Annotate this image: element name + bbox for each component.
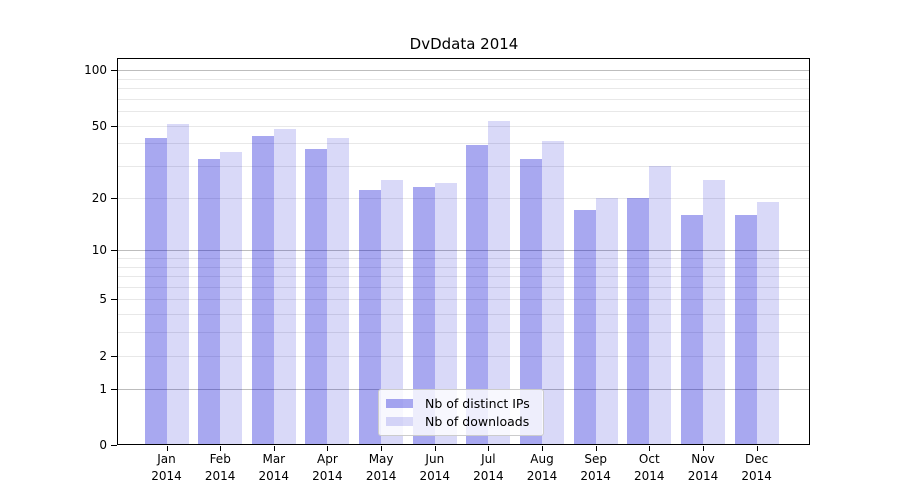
- gridline-minor-5: [118, 299, 810, 301]
- y-tick-label-50: 50: [91, 118, 107, 133]
- gridline-minor-3: [118, 332, 810, 334]
- y-tickmark-50: [111, 125, 117, 127]
- gridline-minor-40: [118, 143, 810, 145]
- x-tickmark-apr: [327, 446, 329, 451]
- bar-nb-of-distinct-ips-nov: [681, 214, 703, 445]
- bar-nb-of-distinct-ips-jun: [412, 186, 435, 445]
- bar-nb-of-distinct-ips-jan: [144, 137, 167, 445]
- y-tick-label-10: 10: [91, 243, 107, 258]
- y-tickmark-10: [111, 250, 117, 252]
- bar-nb-of-downloads-apr: [327, 137, 350, 445]
- gridline-minor-7: [118, 276, 810, 277]
- bar-nb-of-downloads-sep: [595, 197, 618, 445]
- legend-item-downloads: Nb of downloads: [386, 415, 543, 428]
- bar-nb-of-distinct-ips-sep: [573, 210, 596, 445]
- x-tick-label-aug: Aug 2014: [526, 452, 558, 483]
- x-tick-label-nov: Nov 2014: [687, 452, 719, 483]
- x-tickmark-aug: [542, 446, 543, 451]
- x-tickmark-jan: [166, 446, 168, 451]
- x-tickmark-dec: [756, 446, 758, 451]
- legend-swatch-distinct-ips: [386, 399, 413, 408]
- gridline-minor-2: [118, 355, 810, 357]
- gridline-minor-70: [118, 98, 810, 100]
- x-tick-label-jun: Jun 2014: [419, 452, 451, 483]
- x-tickmark-mar: [273, 446, 275, 451]
- bar-nb-of-downloads-oct: [649, 166, 672, 445]
- x-tick-label-jul: Jul 2014: [473, 452, 504, 483]
- x-tick-label-feb: Feb 2014: [204, 452, 236, 483]
- bar-nb-of-downloads-feb: [220, 151, 243, 445]
- legend: Nb of distinct IPs Nb of downloads: [378, 389, 544, 436]
- gridline-minor-6: [118, 286, 810, 288]
- gridline-major-100: [118, 70, 810, 71]
- y-tick-label-5: 5: [99, 292, 107, 307]
- gridline-minor-30: [118, 166, 810, 167]
- legend-swatch-downloads: [386, 417, 413, 426]
- gridline-major-10: [118, 250, 810, 252]
- y-tick-label-100: 100: [84, 63, 107, 77]
- bar-nb-of-downloads-mar: [273, 128, 296, 445]
- gridline-minor-9: [118, 257, 810, 259]
- y-tickmark-100: [111, 70, 117, 71]
- bar-nb-of-downloads-aug: [542, 141, 564, 445]
- bar-nb-of-downloads-jul: [488, 120, 511, 445]
- gridline-minor-20: [118, 197, 810, 199]
- y-tickmark-1: [111, 388, 117, 390]
- x-tick-label-mar: Mar 2014: [258, 452, 290, 483]
- y-tick-label-1: 1: [99, 381, 107, 396]
- y-tickmark-2: [111, 355, 117, 357]
- bar-nb-of-downloads-may: [381, 180, 404, 445]
- x-tick-label-oct: Oct 2014: [634, 452, 665, 483]
- legend-label-downloads: Nb of downloads: [425, 414, 530, 429]
- x-tick-label-sep: Sep 2014: [580, 452, 611, 483]
- gridline-minor-4: [118, 314, 810, 316]
- bar-nb-of-distinct-ips-apr: [305, 149, 328, 445]
- x-tickmark-sep: [595, 446, 597, 451]
- bar-nb-of-distinct-ips-jul: [466, 145, 489, 445]
- legend-label-distinct-ips: Nb of distinct IPs: [425, 396, 530, 411]
- bar-nb-of-downloads-jan: [166, 123, 189, 445]
- gridline-minor-90: [118, 78, 810, 80]
- bar-nb-of-downloads-jun: [434, 183, 457, 445]
- x-tick-label-dec: Dec 2014: [741, 452, 772, 483]
- bar-nb-of-downloads-nov: [703, 180, 725, 445]
- legend-item-distinct-ips: Nb of distinct IPs: [386, 397, 543, 410]
- bar-nb-of-distinct-ips-aug: [520, 158, 542, 445]
- y-tick-label-20: 20: [91, 190, 107, 205]
- x-tickmark-jun: [434, 446, 436, 451]
- bar-nb-of-distinct-ips-oct: [627, 197, 650, 445]
- x-tick-label-apr: Apr 2014: [312, 452, 343, 483]
- bar-nb-of-distinct-ips-may: [359, 190, 382, 445]
- y-tickmark-0: [111, 445, 117, 446]
- gridline-minor-60: [118, 111, 810, 112]
- gridline-minor-80: [118, 87, 810, 89]
- bar-nb-of-distinct-ips-dec: [734, 214, 757, 445]
- bar-nb-of-distinct-ips-mar: [251, 135, 274, 445]
- bar-nb-of-downloads-dec: [756, 201, 779, 445]
- y-tick-label-0: 0: [99, 438, 107, 452]
- y-tickmark-20: [111, 197, 117, 199]
- gridline-minor-50: [118, 125, 810, 127]
- gridline-minor-8: [118, 266, 810, 268]
- x-tickmark-feb: [220, 446, 222, 451]
- x-tickmark-jul: [488, 446, 490, 451]
- chart-title: DvDdata 2014: [409, 35, 519, 53]
- x-tickmark-oct: [649, 446, 651, 451]
- bar-nb-of-distinct-ips-feb: [198, 158, 221, 445]
- y-tick-label-2: 2: [99, 348, 107, 363]
- y-tickmark-5: [111, 299, 117, 301]
- x-tickmark-may: [381, 446, 383, 451]
- x-tick-label-may: May 2014: [365, 452, 397, 483]
- x-tickmark-nov: [703, 446, 704, 451]
- x-tick-label-jan: Jan 2014: [151, 452, 182, 483]
